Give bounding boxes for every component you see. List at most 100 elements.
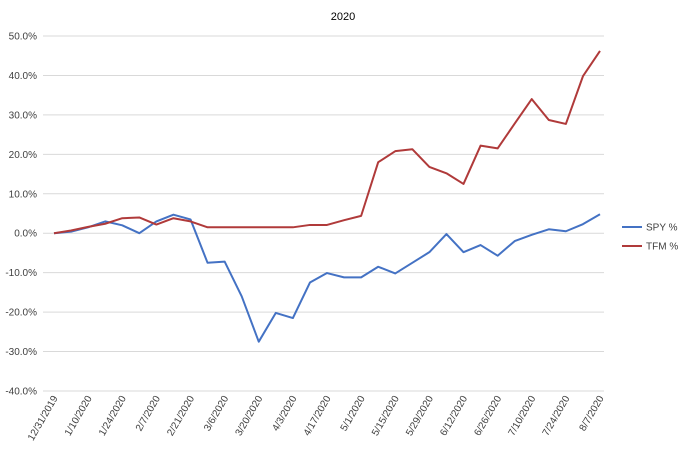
x-tick-label: 5/15/2020 — [370, 394, 402, 438]
data-point — [155, 223, 158, 226]
data-point — [564, 230, 567, 233]
x-tick-label: 6/12/2020 — [438, 394, 470, 438]
y-tick-label: 20.0% — [9, 150, 37, 161]
data-point — [138, 216, 141, 219]
data-point — [394, 272, 397, 275]
data-point — [206, 261, 209, 264]
x-tick-label: 2/7/2020 — [134, 394, 163, 434]
series-line — [53, 213, 601, 343]
legend: SPY % TFM % — [622, 223, 678, 253]
data-point — [547, 119, 550, 122]
x-tick-label: 5/29/2020 — [404, 394, 436, 438]
data-point — [172, 217, 175, 220]
data-point — [479, 144, 482, 147]
series-lines — [53, 49, 602, 343]
x-tick-label: 3/20/2020 — [234, 394, 266, 438]
x-tick-label: 7/24/2020 — [541, 394, 573, 438]
data-point — [189, 220, 192, 223]
x-tick-label: 5/1/2020 — [339, 394, 368, 434]
x-tick-label: 8/7/2020 — [578, 394, 607, 434]
data-point — [496, 254, 499, 257]
data-point — [360, 276, 363, 279]
data-point — [240, 295, 243, 298]
data-point — [274, 311, 277, 314]
data-point — [530, 98, 533, 101]
legend-label: TFM % — [646, 242, 678, 253]
y-tick-label: -20.0% — [5, 308, 37, 319]
data-point — [581, 75, 584, 78]
data-point — [257, 340, 260, 343]
data-point — [411, 148, 414, 151]
chart-title: 2020 — [331, 11, 355, 23]
x-tick-label: 1/10/2020 — [63, 394, 95, 438]
data-point — [240, 226, 243, 229]
data-point — [326, 272, 329, 275]
data-point — [343, 219, 346, 222]
data-point — [326, 223, 329, 226]
data-point — [411, 261, 414, 264]
y-tick-label: -30.0% — [5, 347, 37, 358]
data-point — [513, 240, 516, 243]
data-point — [428, 165, 431, 168]
data-point — [308, 223, 311, 226]
data-point — [581, 223, 584, 226]
legend-label: SPY % — [646, 223, 678, 234]
data-point — [291, 226, 294, 229]
data-point — [87, 225, 90, 228]
y-tick-label: 30.0% — [9, 110, 37, 121]
series-1 — [53, 213, 602, 343]
data-point — [377, 265, 380, 268]
data-point — [599, 213, 602, 216]
data-point — [599, 49, 602, 52]
data-point — [121, 224, 124, 227]
legend-item: SPY % — [622, 223, 678, 234]
data-point — [479, 244, 482, 247]
data-point — [462, 182, 465, 185]
x-tick-label: 2/21/2020 — [165, 394, 197, 438]
data-point — [462, 251, 465, 254]
gridlines — [43, 35, 604, 392]
x-tick-label: 7/10/2020 — [507, 394, 539, 438]
data-point — [343, 276, 346, 279]
y-tick-label: -10.0% — [5, 268, 37, 279]
data-point — [394, 150, 397, 153]
data-point — [530, 233, 533, 236]
data-point — [445, 172, 448, 175]
data-point — [155, 220, 158, 223]
legend-item: TFM % — [622, 242, 678, 253]
data-point — [360, 214, 363, 217]
data-point — [223, 260, 226, 263]
data-point — [121, 217, 124, 220]
data-point — [274, 226, 277, 229]
data-point — [70, 229, 73, 232]
x-tick-label: 4/17/2020 — [302, 394, 334, 438]
data-point — [428, 251, 431, 254]
y-tick-label: 40.0% — [9, 71, 37, 82]
x-axis: 12/31/2019 1/10/2020 1/24/2020 2/7/2020 2/21… — [26, 394, 607, 443]
data-point — [496, 147, 499, 150]
y-tick-label: 0.0% — [14, 229, 37, 240]
y-tick-label: 10.0% — [9, 189, 37, 200]
data-point — [564, 122, 567, 125]
data-point — [308, 281, 311, 284]
data-point — [206, 226, 209, 229]
x-tick-label: 1/24/2020 — [97, 394, 129, 438]
data-point — [291, 317, 294, 320]
data-point — [513, 122, 516, 125]
data-point — [445, 233, 448, 236]
series-2 — [53, 49, 602, 235]
data-point — [53, 232, 56, 235]
data-point — [172, 213, 175, 216]
data-point — [377, 161, 380, 164]
data-point — [138, 232, 141, 235]
data-point — [223, 226, 226, 229]
data-point — [104, 222, 107, 225]
x-tick-label: 12/31/2019 — [26, 394, 61, 443]
x-tick-label: 3/6/2020 — [202, 394, 231, 434]
x-tick-label: 4/3/2020 — [270, 394, 299, 434]
data-point — [257, 226, 260, 229]
x-tick-label: 6/26/2020 — [472, 394, 504, 438]
y-tick-label: 50.0% — [9, 32, 37, 43]
